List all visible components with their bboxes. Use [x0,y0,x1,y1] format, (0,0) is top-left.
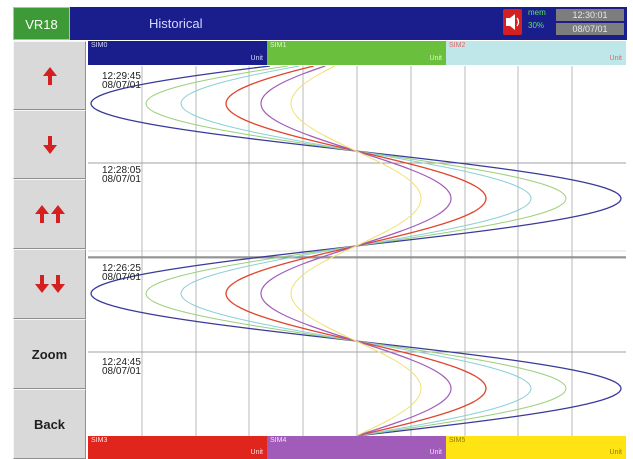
channel-name: SIM4 [270,437,287,444]
trace-line [180,65,532,437]
trend-chart: 12:29:45 08/07/01 12:28:05 08/07/01 12:2… [88,65,626,437]
channel-unit: Unit [250,55,263,62]
time-marker-time: 12:29:45 [102,71,141,82]
channel-name: SIM0 [91,42,108,49]
zoom-button[interactable]: Zoom [13,319,86,389]
arrow-up-icon [42,66,57,85]
device-id-badge: VR18 [13,7,70,40]
time-marker-date: 08/07/01 [102,174,141,185]
channel-bar-sim5[interactable]: SIM5 Unit [446,436,626,459]
time-marker-date: 08/07/01 [102,80,141,91]
channel-unit: Unit [250,449,263,456]
trace-line [225,65,487,437]
header-bar [13,7,627,40]
time-marker-time: 12:28:05 [102,165,141,176]
channel-name: SIM5 [449,437,466,444]
channel-unit: Unit [429,449,442,456]
trace-line [145,65,567,437]
trace-line [90,65,622,437]
clock-time: 12:30:01 [556,9,624,21]
double-arrow-up-icon [34,205,65,223]
time-marker-time: 12:24:45 [102,357,141,368]
time-marker-date: 08/07/01 [102,272,141,283]
alarm-speaker-icon[interactable] [503,9,522,35]
trace-line [260,65,452,437]
trend-chart-svg [88,65,626,437]
memory-percent: 30% [528,21,545,30]
channel-bar-sim3[interactable]: SIM3 Unit [88,436,267,459]
channel-bar-sim1[interactable]: SIM1 Unit [267,41,446,65]
channel-name: SIM1 [270,42,287,49]
page-title: Historical [149,16,203,31]
time-marker-time: 12:26:25 [102,263,141,274]
back-button[interactable]: Back [13,389,86,459]
channel-name: SIM3 [91,437,108,444]
scroll-up-button[interactable] [13,41,86,110]
channel-bar-sim2[interactable]: SIM2 Unit [446,41,626,65]
channel-unit: Unit [609,449,622,456]
channel-bar-sim4[interactable]: SIM4 Unit [267,436,446,459]
channel-unit: Unit [609,55,622,62]
scroll-down-button[interactable] [13,110,86,179]
channel-name: SIM2 [449,42,466,49]
arrow-down-icon [42,135,57,154]
trace-line [290,65,422,437]
page-down-button[interactable] [13,249,86,319]
time-marker-date: 08/07/01 [102,366,141,377]
channel-unit: Unit [429,55,442,62]
memory-label: mem [528,8,546,17]
channel-bar-sim0[interactable]: SIM0 Unit [88,41,267,65]
double-arrow-down-icon [34,275,65,293]
page-up-button[interactable] [13,179,86,249]
clock-date: 08/07/01 [556,23,624,35]
